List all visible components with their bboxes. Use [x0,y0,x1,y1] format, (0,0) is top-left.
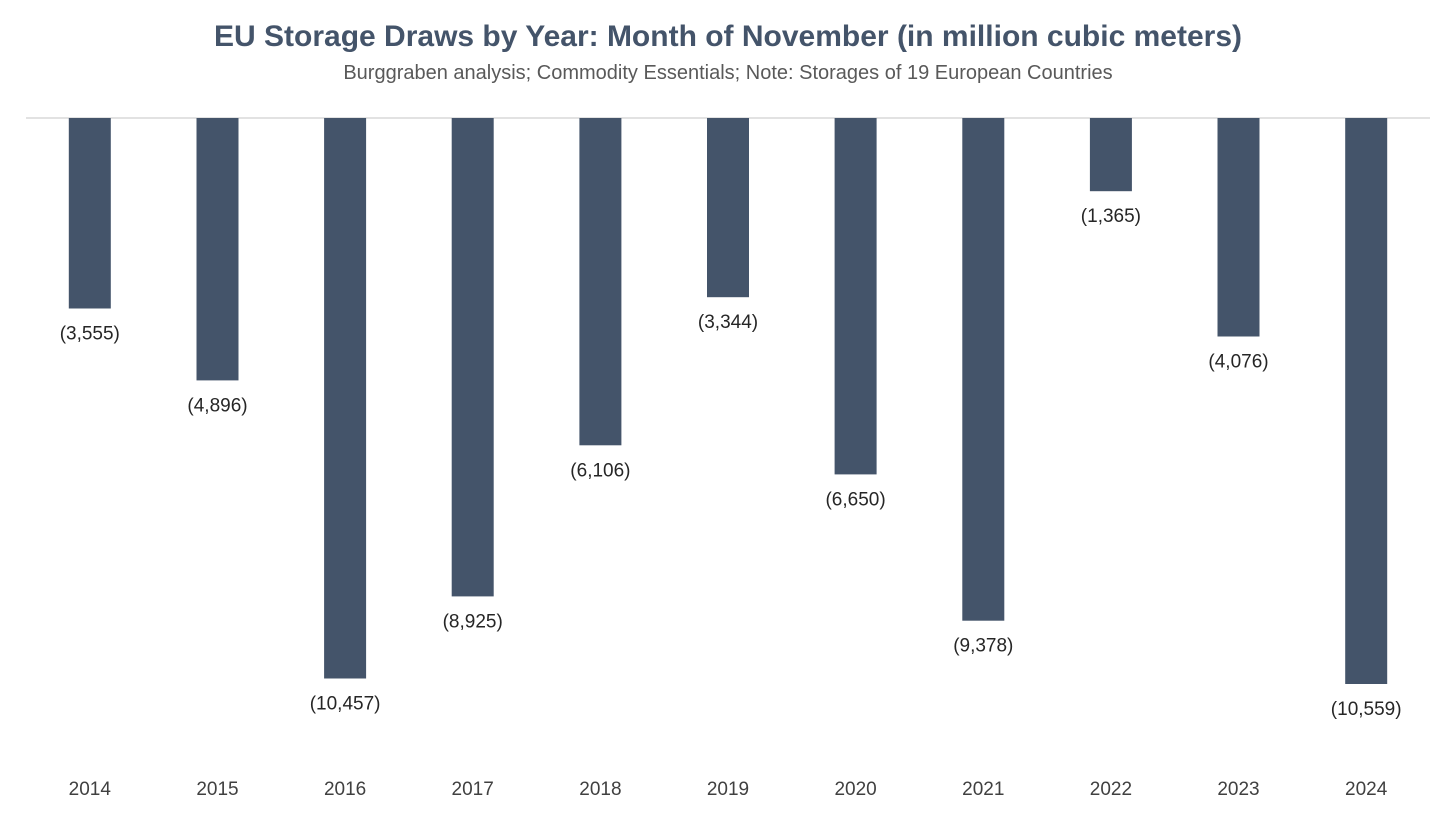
data-label-2018: (6,106) [570,460,630,481]
bar-2019 [707,118,749,298]
x-tick-label-2014: 2014 [69,779,112,800]
data-label-2017: (8,925) [443,611,503,632]
data-label-2015: (4,896) [187,395,247,416]
x-tick-label-2020: 2020 [834,779,876,800]
bar-2014 [68,118,111,309]
x-tick-label-2024: 2024 [1345,779,1388,800]
bar-2021 [962,118,1005,621]
data-label-2022: (1,365) [1081,206,1141,227]
chart-subtitle: Burggraben analysis; Commodity Essential… [343,62,1113,84]
x-tick-label-2019: 2019 [707,779,749,800]
data-label-2020: (6,650) [825,489,885,510]
data-label-2021: (9,378) [953,636,1013,657]
bar-2015 [196,118,239,381]
bar-2024 [1345,118,1388,684]
data-label-2024: (10,559) [1331,699,1402,720]
data-label-2014: (3,555) [60,324,120,345]
data-label-2016: (10,457) [310,694,381,715]
x-tick-label-2023: 2023 [1217,779,1259,800]
bar-2016 [324,118,367,679]
bar-2022 [1089,118,1132,192]
bar-2023 [1217,118,1260,337]
bar-2020 [834,118,877,475]
bars-group [68,118,1388,684]
bar-2017 [451,118,494,597]
x-tick-label-2015: 2015 [196,779,238,800]
x-tick-label-2018: 2018 [579,779,621,800]
data-label-2019: (3,344) [698,312,758,333]
x-tick-label-2022: 2022 [1090,779,1132,800]
x-tick-label-2021: 2021 [962,779,1004,800]
chart-title: EU Storage Draws by Year: Month of Novem… [214,20,1242,53]
x-tick-label-2017: 2017 [452,779,494,800]
x-tick-labels-group: 2014 2015 2016 2017 2018 2019 2020 2021 2022 2023… [69,779,1388,800]
x-tick-label-2016: 2016 [324,779,366,800]
bar-2018 [579,118,622,446]
data-labels-group: (3,555) (4,896) (10,457) (8,925) (6,106) (3,3… [60,206,1402,720]
data-label-2023: (4,076) [1208,352,1268,373]
